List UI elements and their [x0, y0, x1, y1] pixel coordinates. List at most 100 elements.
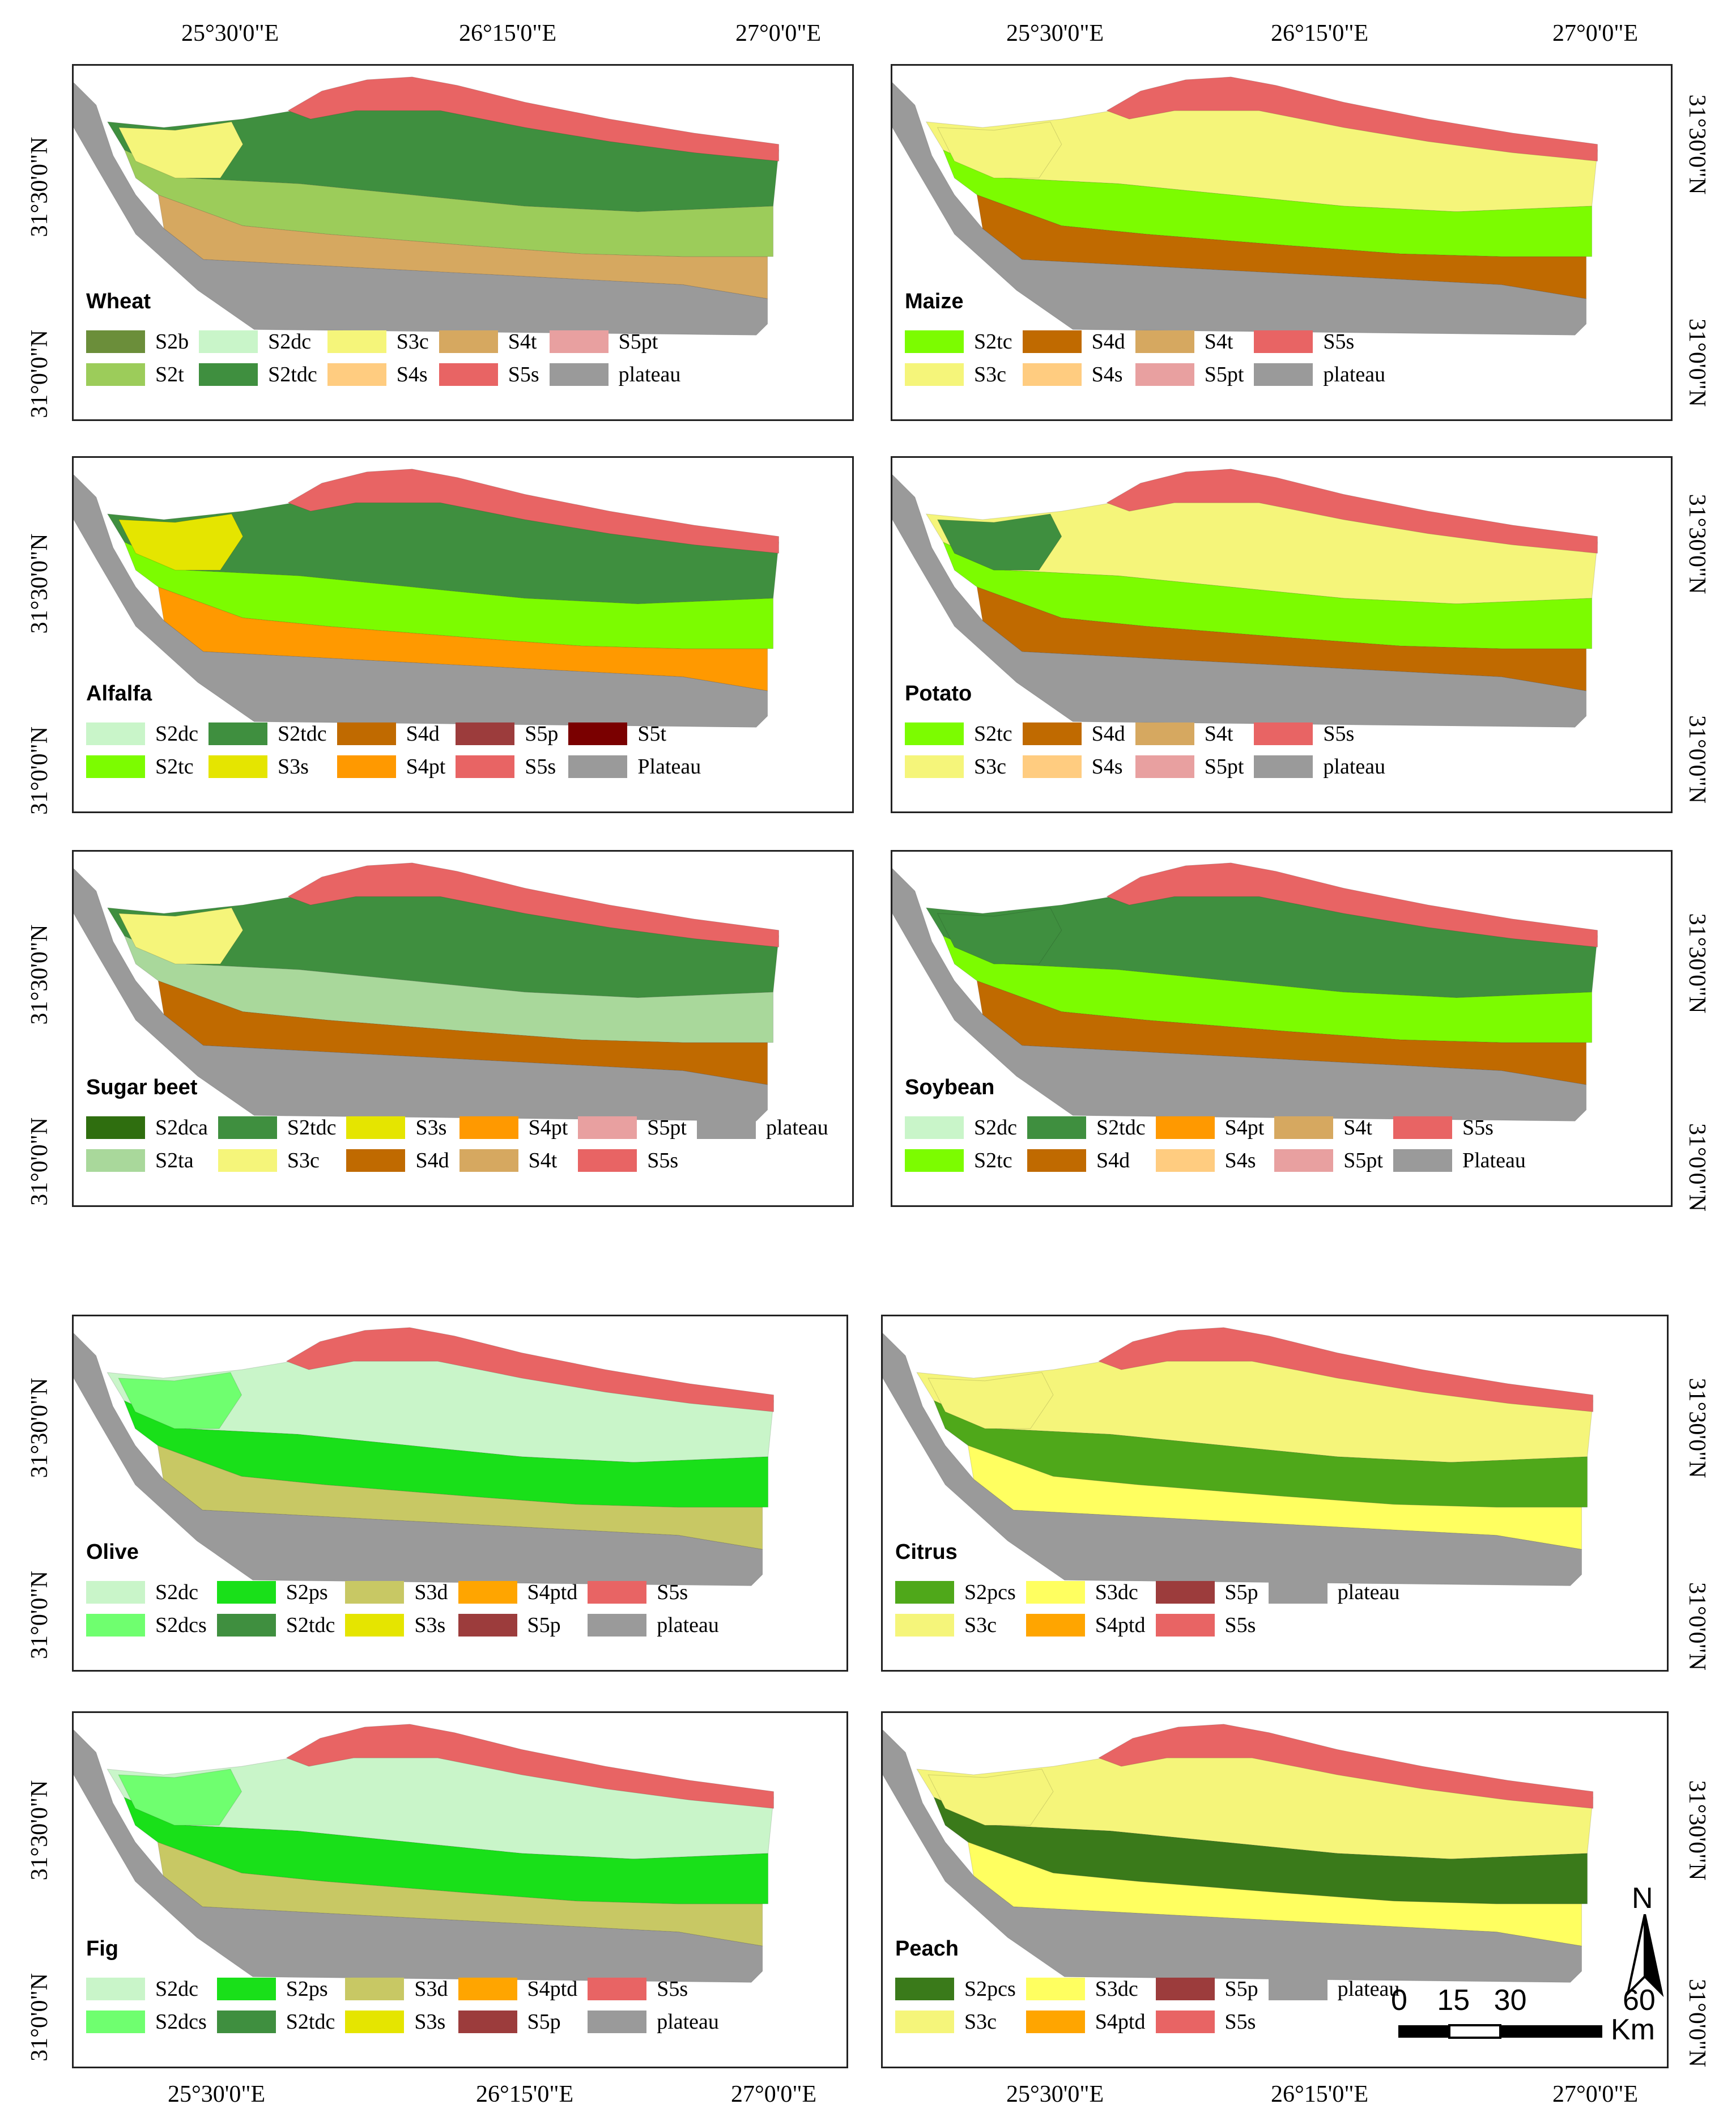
legend-label: S2pcs — [964, 1580, 1016, 1604]
legend-item: S5pt — [1135, 754, 1244, 779]
legend-label: S3c — [396, 330, 429, 354]
legend-label: S5p — [527, 2010, 561, 2034]
legend-item: S4d — [337, 721, 446, 746]
legend-label: plateau — [618, 363, 681, 386]
western-patch — [118, 1769, 242, 1826]
legend-label: S5s — [508, 363, 539, 386]
northern-strip — [287, 862, 780, 947]
map-graphic — [883, 1327, 1594, 1586]
legend-label: S2tc — [974, 1149, 1012, 1172]
legend-swatch — [439, 363, 498, 386]
legend-label: S5s — [1224, 2010, 1256, 2034]
legend: S2dca S2tdc S3s S4pt S5pt plateau S2ta S3c S4d S4… — [86, 1115, 828, 1173]
legend-item: plateau — [549, 362, 681, 387]
legend-item: S2dca — [86, 1115, 208, 1140]
legend-label: S4d — [406, 722, 440, 746]
bottom-lon-4: 25°30'0"E — [1006, 2081, 1104, 2107]
legend-swatch — [1027, 1116, 1086, 1139]
legend-item: S5s — [578, 1148, 687, 1173]
legend-item: S4pt — [1155, 1115, 1264, 1140]
legend-item: S4t — [1274, 1115, 1383, 1140]
base-band — [916, 1746, 1594, 1860]
legend-item: S5pt — [1274, 1148, 1383, 1173]
legend: S2pcs S3dc S5p plateau S3c S4ptd S5s — [895, 1580, 1399, 1638]
western-patch — [927, 1372, 1054, 1429]
legend-swatch — [209, 755, 267, 778]
legend-swatch — [345, 1978, 405, 2000]
northern-strip — [286, 1327, 775, 1412]
legend-label: S3s — [415, 1116, 447, 1140]
legend-item: S4ptd — [458, 1977, 577, 2001]
legend-swatch — [1155, 1116, 1215, 1139]
legend-swatch — [86, 2011, 145, 2033]
legend-label: S4t — [1343, 1116, 1372, 1140]
legend-swatch — [456, 722, 515, 745]
legend-label: plateau — [1337, 1977, 1400, 2001]
north-arrow-icon — [1626, 1914, 1664, 1997]
legend-label: S2dc — [974, 1116, 1017, 1140]
legend-item: S5s — [1254, 329, 1385, 354]
legend-swatch — [1254, 330, 1313, 353]
lat-right-9: 31°30'0"N — [1684, 1780, 1710, 1881]
legend-item: S5s — [1155, 2009, 1258, 2034]
legend-item: S3c — [905, 754, 1012, 779]
legend-swatch — [1022, 755, 1082, 778]
western-patch — [927, 1769, 1054, 1826]
western-patch — [118, 907, 244, 964]
legend-swatch — [578, 1116, 637, 1139]
top-lon-6: 27°0'0"E — [1552, 20, 1639, 46]
legend-swatch — [439, 330, 498, 353]
legend-label: S5pt — [618, 330, 658, 354]
base-band — [107, 1349, 775, 1463]
legend-item: S5p — [1155, 1977, 1258, 2001]
panel-title: Peach — [895, 1937, 959, 1961]
legend-item: S4ptd — [1026, 1613, 1146, 1638]
lat-left-8: 31°0'0"N — [27, 1571, 53, 1659]
legend-label: S2tdc — [286, 1613, 335, 1637]
legend-swatch — [1135, 722, 1194, 745]
legend-item: S3c — [905, 362, 1012, 387]
top-lon-1: 25°30'0"E — [181, 20, 279, 46]
legend-swatch — [696, 1116, 756, 1139]
lat-left-3: 31°30'0"N — [27, 533, 53, 634]
legend-swatch — [458, 1978, 517, 2000]
legend-item: plateau — [1254, 362, 1385, 387]
north-label: N — [1632, 1882, 1653, 1915]
plateau-region — [74, 474, 768, 728]
legend-label: S3c — [964, 1613, 997, 1637]
bottom-lon-5: 26°15'0"E — [1271, 2081, 1369, 2107]
legend-item: S3d — [345, 1977, 448, 2001]
legend-item: plateau — [588, 2009, 719, 2034]
map-graphic — [883, 1724, 1594, 1983]
legend-item: S2dc — [199, 329, 317, 354]
legend-swatch — [1026, 1614, 1085, 1637]
legend-swatch — [216, 2011, 276, 2033]
legend-label: S4s — [1091, 363, 1123, 386]
legend-label: S5pt — [1204, 755, 1244, 779]
legend-label: S5p — [1224, 1580, 1258, 1604]
legend-label: S2tc — [974, 722, 1012, 746]
legend-label: S3c — [974, 363, 1006, 386]
legend-label: S2t — [155, 363, 184, 386]
legend-label: S2tdc — [286, 2010, 335, 2034]
legend-item: S2ps — [216, 1580, 335, 1605]
legend-label: S5pt — [647, 1116, 687, 1140]
legend-swatch — [1393, 1149, 1452, 1172]
legend-label: S4ptd — [1095, 2010, 1146, 2034]
legend-item: S4s — [327, 362, 429, 387]
legend-label: S4pt — [406, 755, 446, 779]
legend-swatch — [86, 363, 145, 386]
legend-label: S5pt — [1343, 1149, 1383, 1172]
legend-swatch — [346, 1116, 406, 1139]
legend-label: S5s — [657, 1580, 688, 1604]
map-panel-citrus: Citrus S2pcs S3dc S5p plateau S3c S4ptd S5s — [881, 1315, 1669, 1672]
legend-item: S2dcs — [86, 1613, 207, 1638]
map-graphic — [892, 76, 1598, 335]
western-patch — [937, 907, 1062, 964]
legend-item: S2tc — [905, 721, 1012, 746]
bottom-lon-3: 27°0'0"E — [731, 2081, 817, 2107]
plateau-region — [74, 868, 768, 1121]
scalebar-label-15: 15 — [1437, 1984, 1470, 2017]
legend-swatch — [1155, 1614, 1215, 1637]
legend-item: S2ta — [86, 1148, 208, 1173]
